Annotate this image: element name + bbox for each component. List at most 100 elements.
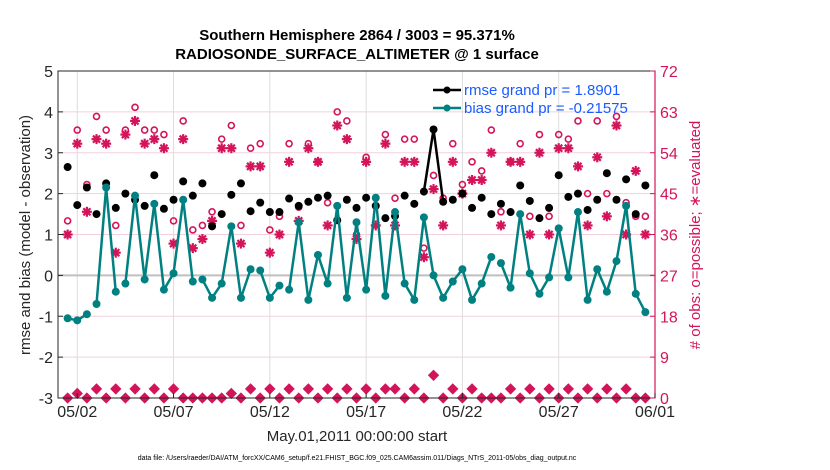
- obs-possible-marker: [189, 226, 197, 234]
- obs-evaluated-marker: [572, 161, 583, 172]
- obs-evaluated-marker: [534, 147, 545, 158]
- obs-evaluated-marker: [226, 143, 237, 154]
- rmse-point: [535, 214, 544, 223]
- bias-segment: [384, 211, 397, 296]
- obs-evaluated-marker: [72, 138, 83, 149]
- y-tick-label: 0: [44, 268, 53, 285]
- bias-segment: [297, 222, 310, 301]
- bias-point: [227, 222, 236, 231]
- obs-possible-marker: [564, 135, 573, 143]
- bias-point: [391, 208, 400, 217]
- bias-point: [131, 191, 140, 200]
- bias-segment: [374, 197, 387, 296]
- obs-evaluated-stroke: [246, 162, 255, 171]
- bias-segment: [576, 211, 589, 301]
- obs-possible-marker: [160, 130, 168, 139]
- bias-point: [535, 289, 544, 298]
- bias-segment: [259, 270, 272, 299]
- obs-evaluated-stroke: [159, 143, 169, 153]
- data-file-footnote: data file: /Users/raeder/DAI/ATM_forcXX/…: [138, 455, 577, 462]
- rmse-point: [285, 194, 294, 203]
- obs-evaluated-stroke: [573, 162, 583, 171]
- obs-evaluated-stroke: [400, 157, 409, 167]
- obs-evaluated-marker: [447, 156, 458, 167]
- chart-title-line1: Southern Hemisphere 2864 / 3003 = 95.371…: [199, 27, 515, 44]
- x-axis-label: May.01,2011 00:00:00 start: [267, 428, 448, 445]
- obs-bottom-marker: [321, 383, 334, 395]
- obs-evaluated-marker: [216, 143, 227, 154]
- obs-evaluated-stroke: [429, 184, 438, 194]
- rmse-point: [468, 203, 477, 212]
- rmse-point: [342, 195, 351, 204]
- obs-evaluated-marker: [380, 138, 391, 149]
- obs-possible-marker: [256, 139, 265, 148]
- bias-segment: [355, 222, 368, 290]
- bias-point: [333, 201, 342, 210]
- x-tick-label: 06/01: [635, 404, 675, 421]
- obs-possible-marker: [603, 189, 611, 198]
- obs-evaluated-stroke: [361, 157, 371, 167]
- rmse-point: [236, 179, 245, 188]
- obs-evaluated-marker: [197, 234, 208, 245]
- obs-bottom-marker: [524, 383, 536, 395]
- y-tick-label: 4: [44, 105, 53, 122]
- obs-bottom-marker: [620, 383, 632, 395]
- obs-possible-marker: [410, 135, 419, 143]
- obs-evaluated-marker: [130, 115, 141, 126]
- y-right-tick-label: 54: [660, 146, 678, 163]
- y-tick-label: -1: [39, 309, 53, 326]
- obs-bottom-marker: [360, 383, 372, 395]
- y-right-tick-label: 72: [660, 64, 678, 81]
- rmse-point: [265, 208, 274, 217]
- rmse-point: [419, 187, 428, 196]
- obs-possible-marker: [554, 130, 563, 139]
- bias-point: [641, 308, 650, 317]
- obs-evaluated-marker: [81, 206, 92, 217]
- obs-possible-marker: [169, 217, 178, 225]
- obs-bottom-marker: [283, 383, 295, 395]
- y-ticks-right: 0 9 18 27 36 45 54 63 72: [650, 64, 678, 408]
- rmse-point: [381, 214, 390, 223]
- obs-evaluated-stroke: [554, 143, 564, 153]
- obs-evaluated-marker: [630, 165, 641, 176]
- obs-evaluated-stroke: [284, 157, 294, 167]
- obs-possible-marker: [198, 221, 207, 230]
- obs-possible-marker: [217, 135, 226, 143]
- y-right-tick-label: 27: [660, 268, 678, 285]
- obs-possible-marker: [179, 117, 187, 125]
- y-right-tick-label: 0: [660, 391, 669, 408]
- obs-evaluated-stroke: [169, 239, 178, 248]
- obs-evaluated-marker: [476, 175, 487, 185]
- bias-segment: [605, 260, 618, 293]
- obs-evaluated-marker: [158, 143, 169, 154]
- obs-bottom-marker: [302, 383, 315, 395]
- rmse-point: [294, 201, 303, 210]
- obs-evaluated-marker: [640, 229, 651, 240]
- obs-evaluated-stroke: [188, 243, 198, 253]
- obs-possible-marker: [468, 158, 476, 166]
- bias-point: [439, 293, 448, 302]
- obs-possible-marker: [131, 103, 139, 112]
- bias-segment: [547, 228, 560, 278]
- obs-evaluated-stroke: [313, 157, 323, 167]
- obs-evaluated-stroke: [506, 157, 515, 167]
- obs-bottom-marker: [225, 387, 237, 400]
- rmse-point: [622, 175, 631, 184]
- obs-bottom-marker: [543, 383, 555, 395]
- obs-evaluated-stroke: [602, 212, 612, 221]
- rmse-point: [352, 203, 361, 212]
- obs-evaluated-stroke: [304, 143, 313, 153]
- obs-evaluated-stroke: [265, 248, 275, 257]
- obs-bottom-marker: [148, 383, 160, 395]
- obs-evaluated-stroke: [275, 230, 284, 239]
- bias-point: [188, 277, 197, 286]
- obs-bottom-marker: [379, 383, 392, 395]
- rmse-point: [564, 192, 573, 201]
- obs-evaluated-stroke: [227, 143, 236, 153]
- obs-evaluated-stroke: [149, 134, 159, 144]
- obs-possible-marker: [333, 108, 342, 116]
- rmse-point: [641, 181, 650, 190]
- rmse-point: [246, 207, 255, 216]
- bias-segment: [509, 213, 522, 288]
- rmse-point: [73, 201, 82, 210]
